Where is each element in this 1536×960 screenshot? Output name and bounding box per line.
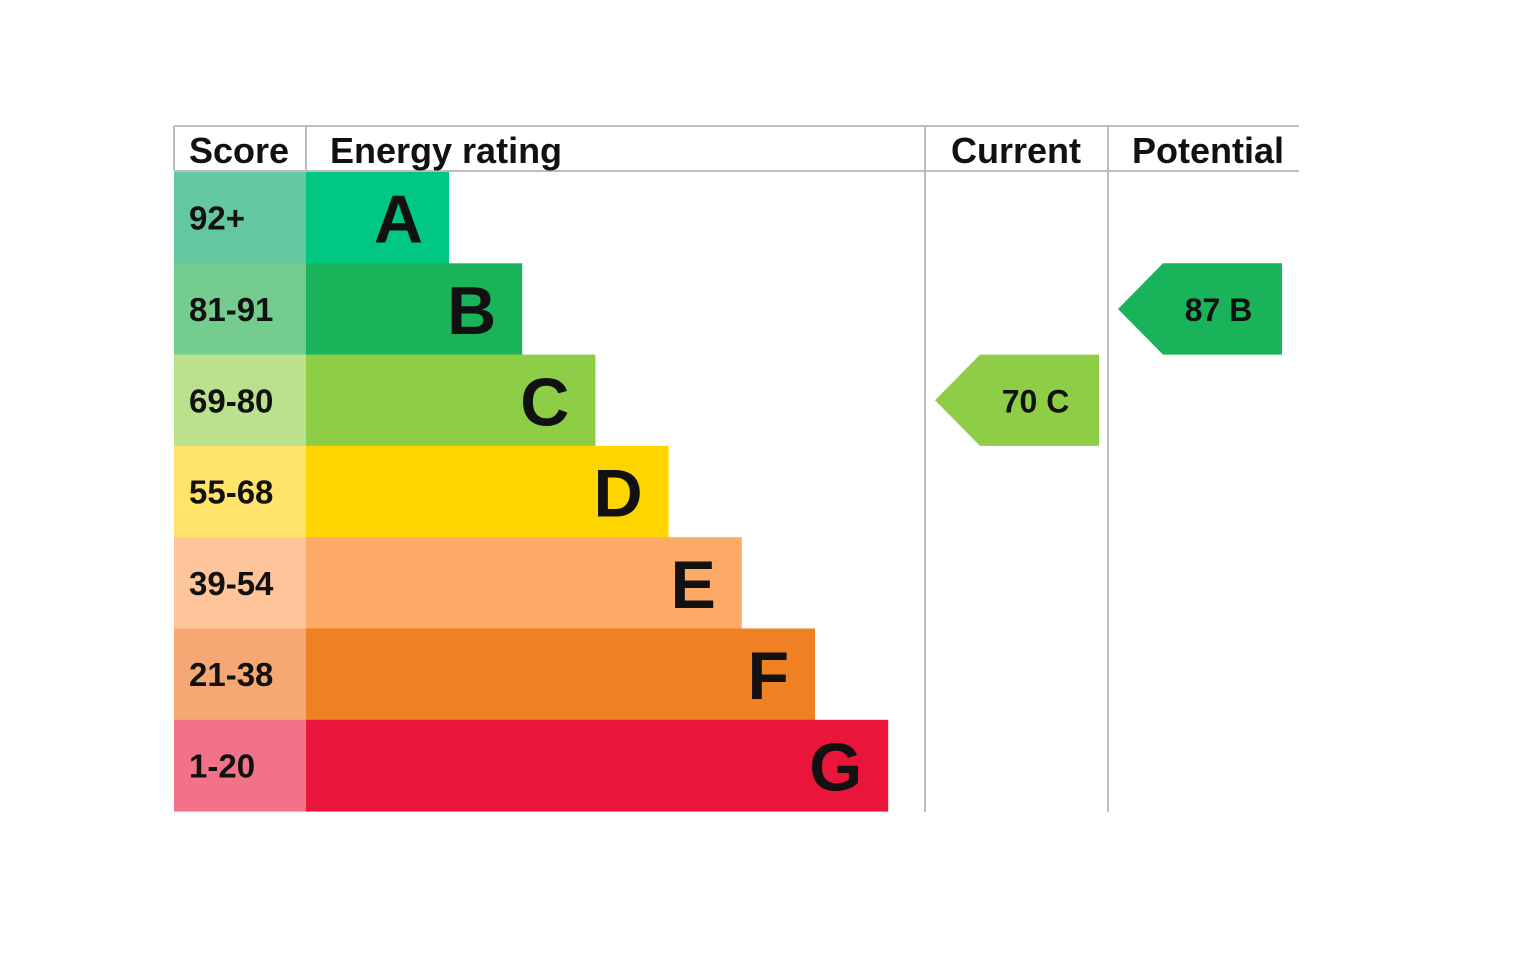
band-bar-b	[306, 263, 523, 356]
band-bar-d	[306, 445, 669, 538]
score-cell-d	[174, 445, 306, 538]
band-bar-c	[306, 354, 596, 447]
band-bar-e	[306, 537, 742, 629]
current-rating-marker-label: 70 C	[1002, 383, 1070, 419]
header-potential: Potential	[1132, 130, 1284, 171]
score-label-b: 81-91	[189, 291, 273, 328]
score-cell-f	[174, 628, 306, 721]
score-cell-a	[174, 172, 306, 264]
score-label-g: 1-20	[189, 747, 255, 784]
score-cell-e	[174, 537, 306, 629]
potential-rating-marker	[1118, 263, 1282, 355]
header-energy-rating: Energy rating	[330, 130, 562, 171]
band-bar-f	[306, 628, 815, 721]
score-cell-g	[174, 719, 306, 812]
score-label-c: 69-80	[189, 382, 273, 419]
score-cell-c	[174, 354, 306, 447]
score-cell-b	[174, 263, 306, 356]
rating-bands: 92+ A 81-91 B 69-80 C 55-68 D 39-54 E 21-38 F 1-20 G	[174, 172, 889, 812]
potential-rating-marker-label: 87 B	[1185, 292, 1253, 328]
chart-grid	[173, 125, 1299, 812]
current-rating-marker	[935, 354, 1099, 446]
band-letter-d: D	[593, 456, 642, 532]
header-score: Score	[189, 130, 289, 171]
band-letter-b: B	[447, 273, 496, 349]
band-letter-f: F	[747, 638, 789, 714]
score-label-d: 55-68	[189, 474, 273, 511]
score-label-f: 21-38	[189, 656, 273, 693]
header-current: Current	[951, 130, 1081, 171]
score-label-a: 92+	[189, 200, 245, 237]
band-letter-a: A	[374, 182, 423, 258]
band-bar-a	[306, 172, 449, 264]
band-letter-g: G	[809, 729, 862, 805]
band-letter-e: E	[670, 547, 715, 623]
band-bar-g	[306, 719, 889, 812]
rating-markers: 70 C 87 B	[935, 263, 1282, 446]
band-letter-c: C	[520, 364, 569, 440]
score-label-e: 39-54	[189, 565, 274, 602]
